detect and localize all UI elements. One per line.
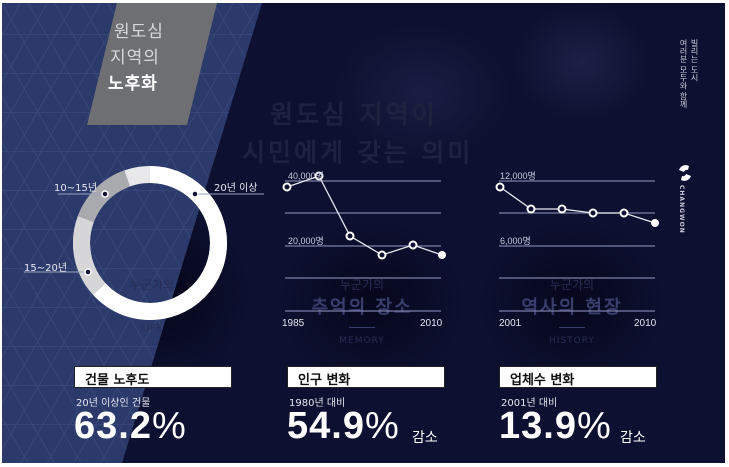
infographic: 원도심 지역의 노후화 원도심 지역이 시민에게 갖는 의미 빌리는 도시 여러… [2,3,725,463]
donut-label-over-20: 20년 이상 [214,183,258,194]
population-line-chart [282,171,446,312]
ghost-label-history: 누군가의 역사의 현장 HISTORY [521,278,623,346]
pop-x-end-label: 2010 [420,318,443,329]
pop-y-mid-label: 20,000명 [288,236,324,246]
headline-line-1: 원도심 지역이 [270,100,438,129]
stat-unit-business: 감소 [620,430,646,446]
title-line-3: 노후화 [108,74,158,94]
biz-x-start-label: 2001 [499,318,522,329]
donut-label-15-20: 15~20년 [24,263,68,274]
side-slogan-line-2: 여러분 모두와 함께 [679,39,688,109]
donut-label-10-15: 10~15년 [54,183,98,194]
donut-chart [73,166,227,320]
stat-heading-population: 인구 변화 [287,366,445,388]
stat-value-building-age: 63.2% [74,405,187,447]
logo-text: CHANGWON [678,185,685,234]
title-line-1: 원도심 [114,22,164,42]
biz-y-top-label: 12,000명 [500,171,536,181]
charts-svg [24,166,659,320]
biz-y-mid-label: 6,000명 [500,236,531,246]
stat-value-population: 54.9% [287,405,400,447]
headline-line-2: 시민에게 갖는 의미 [242,138,474,167]
changwon-logo-icon [679,165,691,181]
stat-heading-business: 업체수 변화 [499,366,657,388]
pop-y-top-label: 40,000명 [288,171,324,181]
title-line-2: 지역의 [110,48,160,68]
pop-x-start-label: 1985 [282,318,305,329]
stat-sub-business: 2001년 대비 [501,398,558,409]
stat-unit-population: 감소 [412,430,438,446]
stat-sub-building-age: 20년 이상인 건물 [76,398,151,409]
stat-value-business: 13.9% [499,405,612,447]
ghost-label-memory: 누군가의 추억의 장소 MEMORY [311,278,413,346]
stat-sub-population: 1980년 대비 [289,398,346,409]
biz-x-end-label: 2010 [634,318,657,329]
business-line-chart [495,180,659,312]
side-slogan: 빌리는 도시 여러분 모두와 함께 [678,39,700,108]
side-slogan-line-1: 빌리는 도시 [690,39,699,82]
stat-heading-building-age: 건물 노후도 [74,366,232,388]
